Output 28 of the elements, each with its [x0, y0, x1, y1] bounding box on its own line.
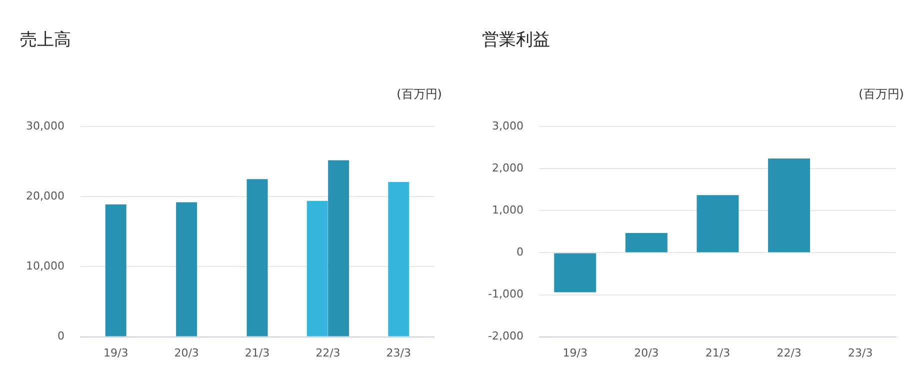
chart-title: 営業利益: [482, 29, 550, 51]
bar: [696, 195, 739, 252]
bar: [554, 253, 596, 292]
y-tick-label: 30,000: [26, 119, 64, 132]
y-tick-label: 20,000: [26, 190, 64, 203]
y-tick-label: -1,000: [488, 288, 524, 301]
x-tick-label: 19/3: [562, 346, 588, 360]
y-tick-label: 3,000: [492, 119, 524, 132]
y-tick-label: -2,000: [488, 330, 524, 343]
bar: [625, 232, 668, 252]
y-tick-label: 0: [57, 330, 64, 343]
y-tick-label: 1,000: [492, 204, 524, 217]
x-tick-label: 21/3: [705, 346, 730, 360]
x-tick-label: 23/3: [848, 346, 873, 360]
x-tick-label: 22/3: [776, 346, 802, 360]
x-tick-label: 20/3: [174, 346, 199, 360]
y-axis-title: (百万円): [396, 86, 442, 103]
chart-title: 売上高: [20, 29, 71, 51]
x-tick-label: 21/3: [244, 346, 270, 360]
x-tick-label: 22/3: [316, 346, 340, 360]
x-tick-label: 19/3: [103, 346, 128, 360]
x-tick-label: 20/3: [634, 346, 659, 360]
bar: [768, 158, 810, 252]
x-tick-label: 23/3: [386, 346, 411, 360]
y-axis-title: (百万円): [858, 86, 904, 103]
y-tick-label: 2,000: [492, 162, 524, 174]
y-tick-label: 0: [516, 246, 524, 259]
y-tick-label: 10,000: [26, 260, 64, 273]
